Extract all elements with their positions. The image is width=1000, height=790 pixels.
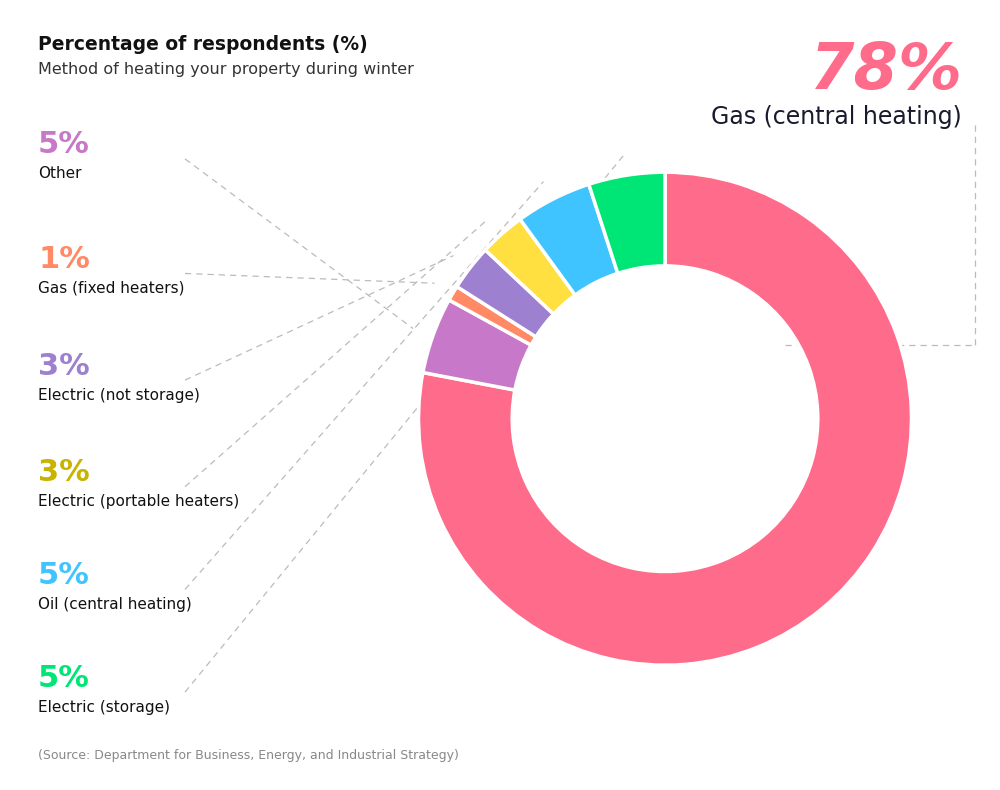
Text: Gas (central heating): Gas (central heating): [711, 105, 962, 129]
Text: Electric (portable heaters): Electric (portable heaters): [38, 495, 239, 510]
Text: 1%: 1%: [38, 245, 90, 274]
Wedge shape: [457, 250, 554, 337]
Text: 5%: 5%: [38, 130, 90, 160]
Text: 3%: 3%: [38, 458, 90, 487]
Text: (Source: Department for Business, Energy, and Industrial Strategy): (Source: Department for Business, Energy…: [38, 749, 459, 762]
Wedge shape: [485, 220, 575, 314]
Text: Percentage of respondents (%): Percentage of respondents (%): [38, 35, 368, 54]
Wedge shape: [520, 184, 618, 295]
Text: Electric (storage): Electric (storage): [38, 700, 170, 715]
Wedge shape: [423, 300, 531, 390]
Text: Oil (central heating): Oil (central heating): [38, 597, 192, 612]
Wedge shape: [449, 287, 536, 345]
Text: 5%: 5%: [38, 561, 90, 590]
Text: Method of heating your property during winter: Method of heating your property during w…: [38, 62, 414, 77]
Wedge shape: [419, 172, 911, 665]
Text: Electric (not storage): Electric (not storage): [38, 388, 200, 403]
Text: 78%: 78%: [809, 40, 962, 102]
Wedge shape: [589, 172, 665, 273]
Text: Gas (fixed heaters): Gas (fixed heaters): [38, 281, 184, 296]
Text: 3%: 3%: [38, 352, 90, 381]
Text: Other: Other: [38, 167, 82, 182]
Text: 5%: 5%: [38, 664, 90, 693]
